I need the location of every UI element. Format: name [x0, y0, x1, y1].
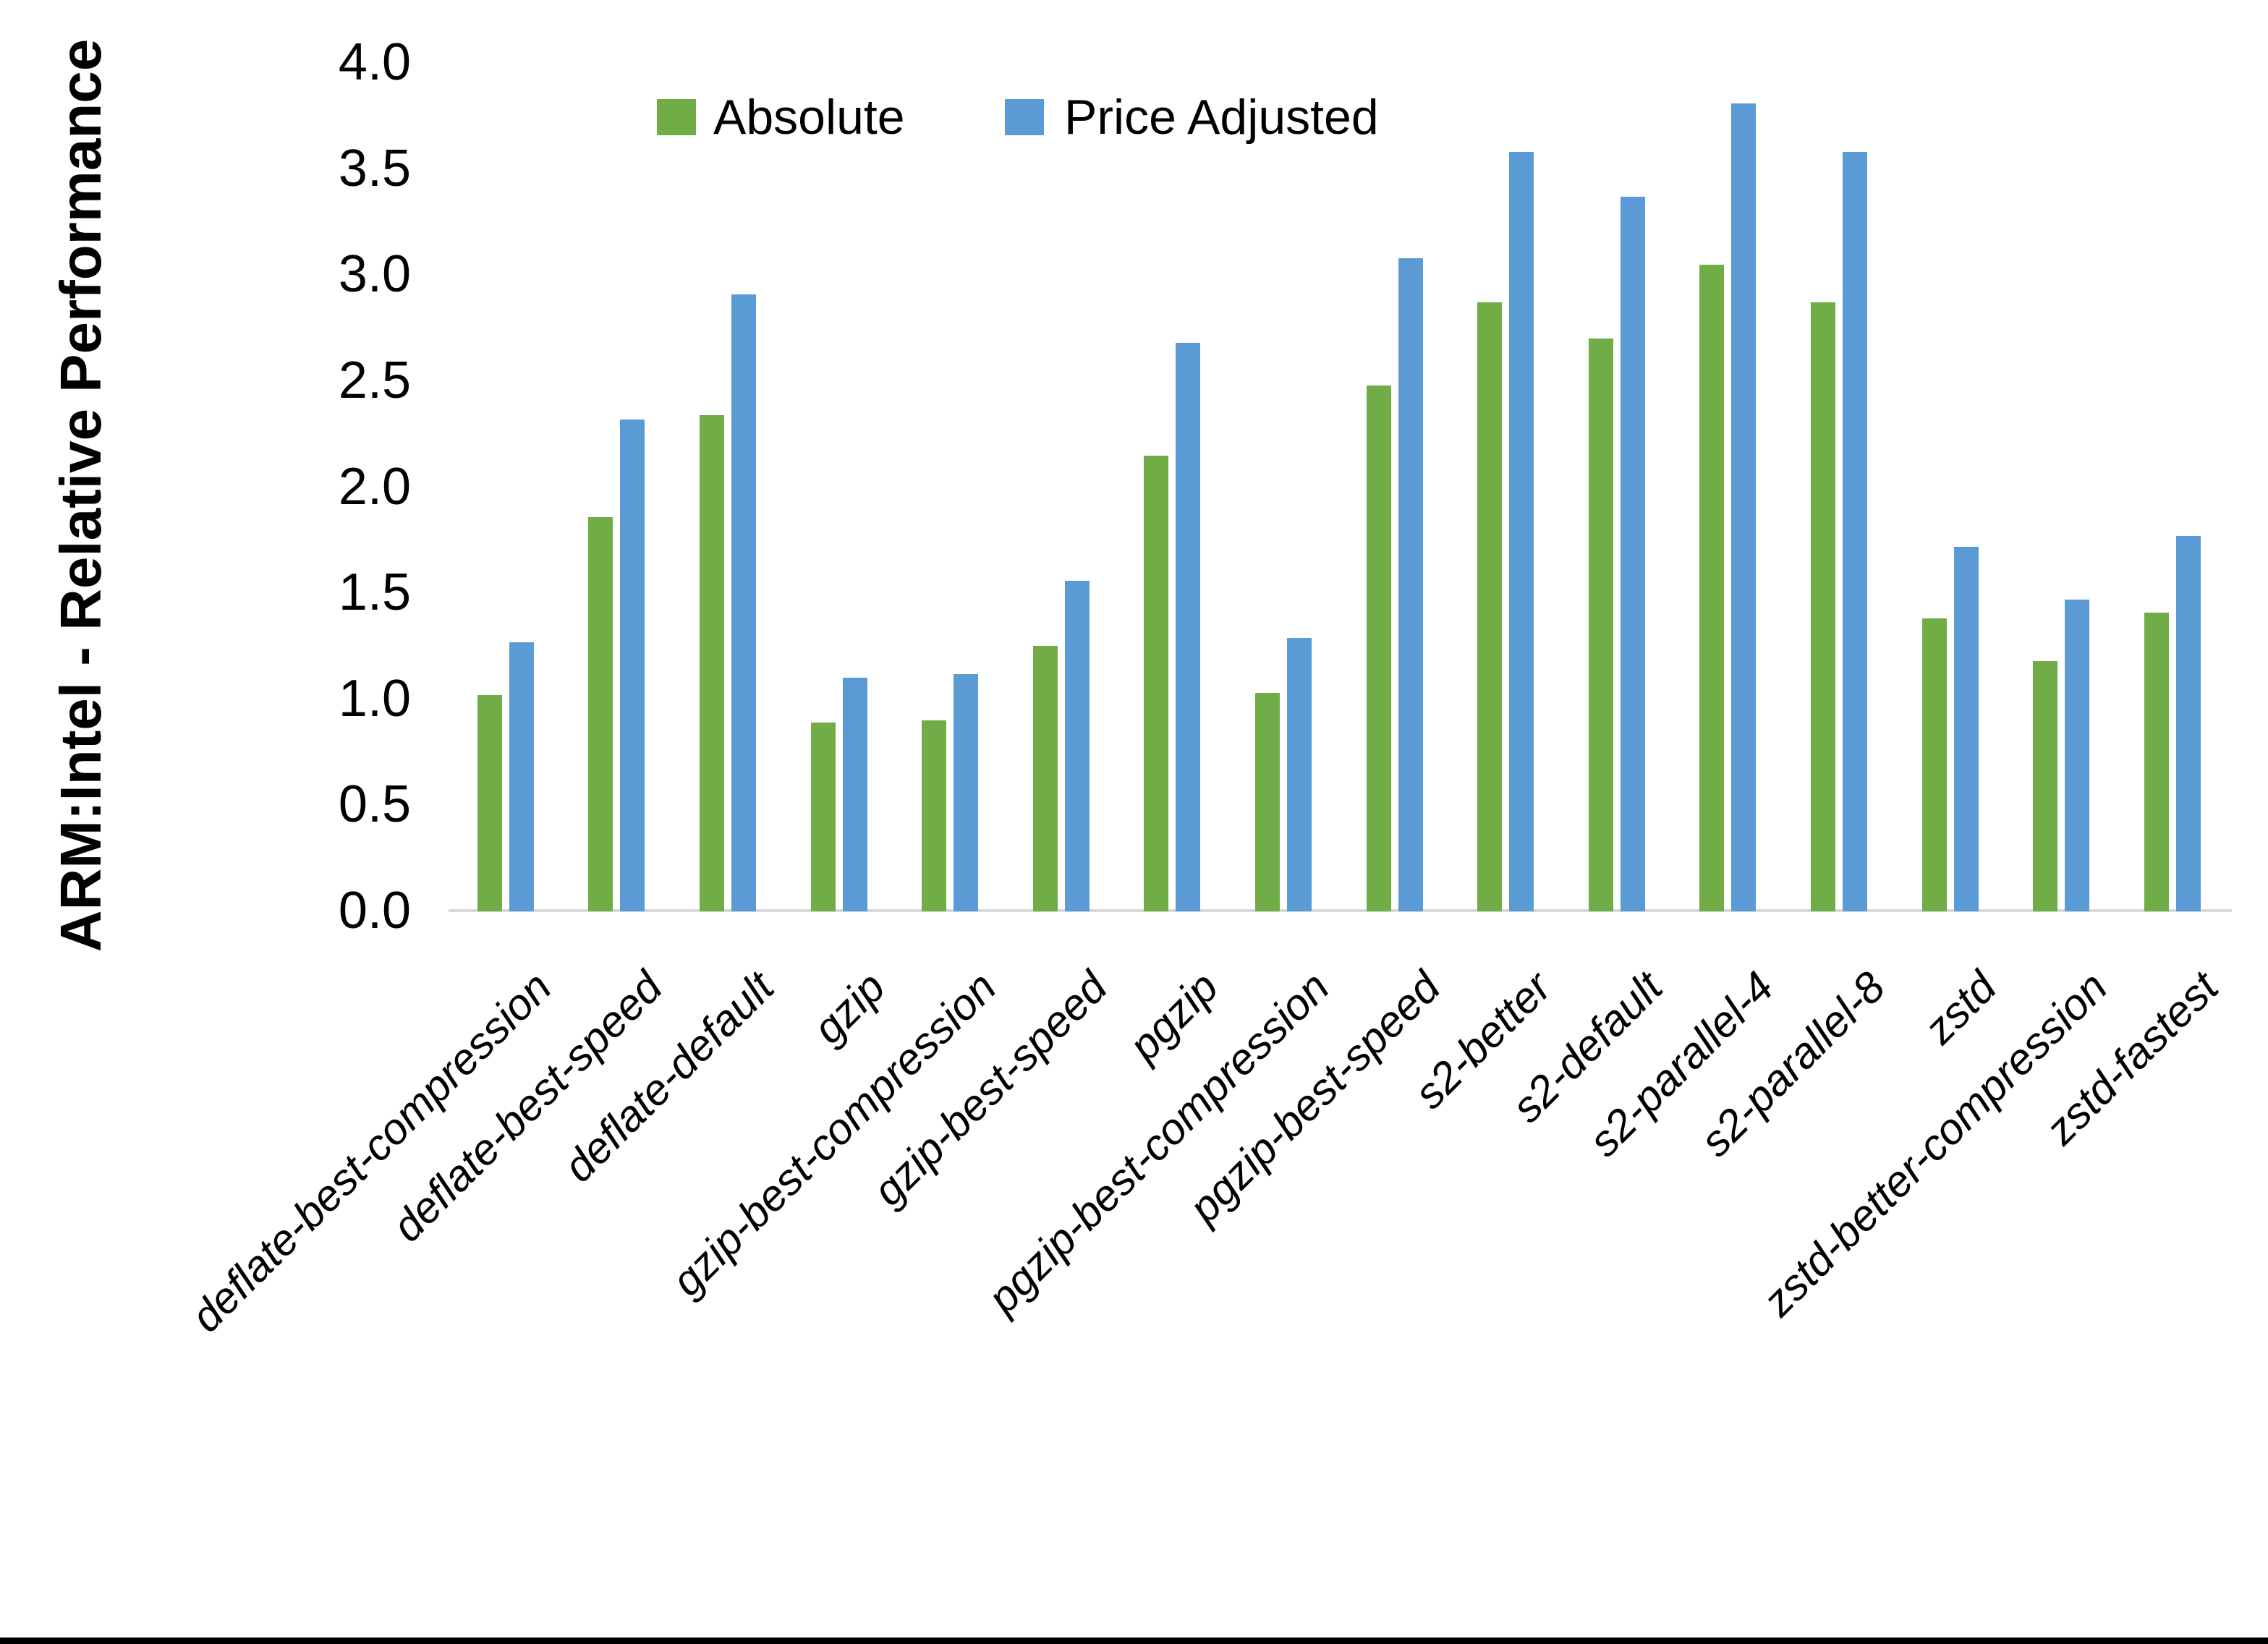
bar-price-adjusted-pgzip [1176, 343, 1201, 911]
bar-absolute-s2-default [1588, 338, 1613, 911]
bar-price-adjusted-gzip [842, 678, 867, 911]
bar-price-adjusted-deflate-default [731, 294, 756, 911]
y-tick-label: 0.5 [338, 775, 411, 834]
y-tick-label: 2.5 [338, 351, 411, 409]
legend-swatch-price-adjusted [1005, 99, 1044, 135]
bar-absolute-pgzip-best-speed [1366, 385, 1391, 911]
bar-price-adjusted-zstd-better-compression [2065, 599, 2090, 911]
bar-price-adjusted-s2-default [1620, 196, 1645, 911]
bar-absolute-s2-parallel-8 [1811, 302, 1835, 911]
bar-absolute-s2-parallel-4 [1699, 264, 1725, 911]
bar-price-adjusted-gzip-best-compression [954, 673, 979, 911]
y-tick-label: 2.0 [338, 457, 411, 516]
bar-price-adjusted-zstd-fastest [2175, 535, 2201, 911]
bar-absolute-pgzip-best-compression [1255, 692, 1280, 911]
bar-price-adjusted-deflate-best-compression [509, 642, 534, 911]
bar-price-adjusted-pgzip-best-compression [1287, 637, 1312, 911]
bar-absolute-pgzip [1144, 455, 1169, 911]
y-tick-label: 1.5 [338, 563, 411, 622]
bar-price-adjusted-pgzip-best-speed [1398, 257, 1423, 911]
legend-swatch-absolute [657, 99, 696, 135]
bar-absolute-zstd [1921, 618, 1947, 911]
bar-absolute-deflate-best-speed [588, 516, 613, 911]
y-tick-label: 3.5 [338, 139, 411, 197]
x-axis-line [449, 909, 2232, 912]
y-tick-label: 0.0 [338, 882, 411, 940]
y-tick-label: 4.0 [338, 33, 411, 91]
y-axis-title: ARM:Intel - Relative Performance [48, 38, 113, 953]
bar-price-adjusted-deflate-best-speed [620, 419, 645, 911]
bar-absolute-zstd-better-compression [2033, 660, 2058, 911]
y-tick-label: 1.0 [338, 669, 411, 728]
legend-label-price-adjusted: Price Adjusted [1064, 90, 1379, 145]
bar-price-adjusted-zstd [1953, 546, 1979, 911]
bar-absolute-gzip-best-speed [1032, 646, 1058, 911]
bar-absolute-gzip-best-compression [922, 720, 947, 911]
bar-price-adjusted-s2-parallel-8 [1843, 152, 1867, 911]
bar-price-adjusted-s2-parallel-4 [1731, 103, 1757, 911]
bar-price-adjusted-gzip-best-speed [1064, 580, 1090, 911]
bar-absolute-deflate-best-compression [477, 694, 502, 911]
legend-label-absolute: Absolute [713, 90, 905, 145]
bar-absolute-gzip [810, 723, 836, 911]
bar-absolute-s2-better [1477, 302, 1503, 911]
y-tick-label: 3.0 [338, 245, 411, 304]
bar-absolute-zstd-fastest [2144, 612, 2169, 911]
bottom-border-bar [0, 1637, 2268, 1644]
x-category-label-zstd: zstd [1914, 962, 2005, 1053]
x-category-label-gzip: gzip [803, 962, 894, 1053]
bar-absolute-deflate-default [700, 414, 724, 911]
bar-price-adjusted-s2-better [1509, 152, 1534, 911]
